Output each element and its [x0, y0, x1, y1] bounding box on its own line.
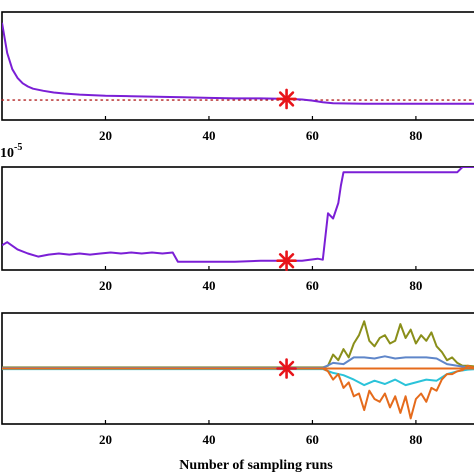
x-tick-label: 40: [202, 278, 215, 293]
x-tick-label: 40: [202, 128, 215, 143]
y-exponent-label: 10-5: [0, 142, 22, 161]
x-tick-label: 40: [202, 432, 215, 447]
x-axis-label: Number of sampling runs: [179, 458, 333, 473]
asterisk-stroke: [278, 360, 295, 377]
plot-frame: [1, 11, 474, 121]
panel-bottom: 20 40 60 80: [1, 312, 474, 447]
x-tick-label: 80: [409, 128, 422, 143]
x-tick-label: 80: [409, 278, 422, 293]
asterisk-stroke: [278, 91, 295, 107]
x-tick-label: 60: [306, 278, 319, 293]
x-tick-label: 60: [306, 128, 319, 143]
series-line-2: [2, 368, 474, 387]
asterisk-marker: [276, 250, 297, 272]
series-line-0: [2, 167, 474, 263]
x-tick-label: 20: [99, 128, 112, 143]
series-line-3: [2, 364, 474, 420]
panel-top: 20 40 60 80: [1, 11, 474, 143]
asterisk-marker: [276, 88, 297, 110]
panel-middle: 20 40 60 80: [1, 166, 474, 293]
y-exponent-base: 10: [0, 146, 14, 161]
asterisk-stroke: [278, 253, 295, 269]
y-exponent-power: -5: [14, 142, 22, 153]
x-tick-label: 20: [99, 432, 112, 447]
series-line-1: [2, 355, 474, 369]
series-line-0: [2, 22, 474, 105]
asterisk-marker: [276, 358, 297, 379]
plot-frame: [1, 166, 474, 271]
x-tick-label: 20: [99, 278, 112, 293]
x-tick-label: 80: [409, 432, 422, 447]
series-line-0: [2, 320, 474, 369]
x-tick-label: 60: [306, 432, 319, 447]
